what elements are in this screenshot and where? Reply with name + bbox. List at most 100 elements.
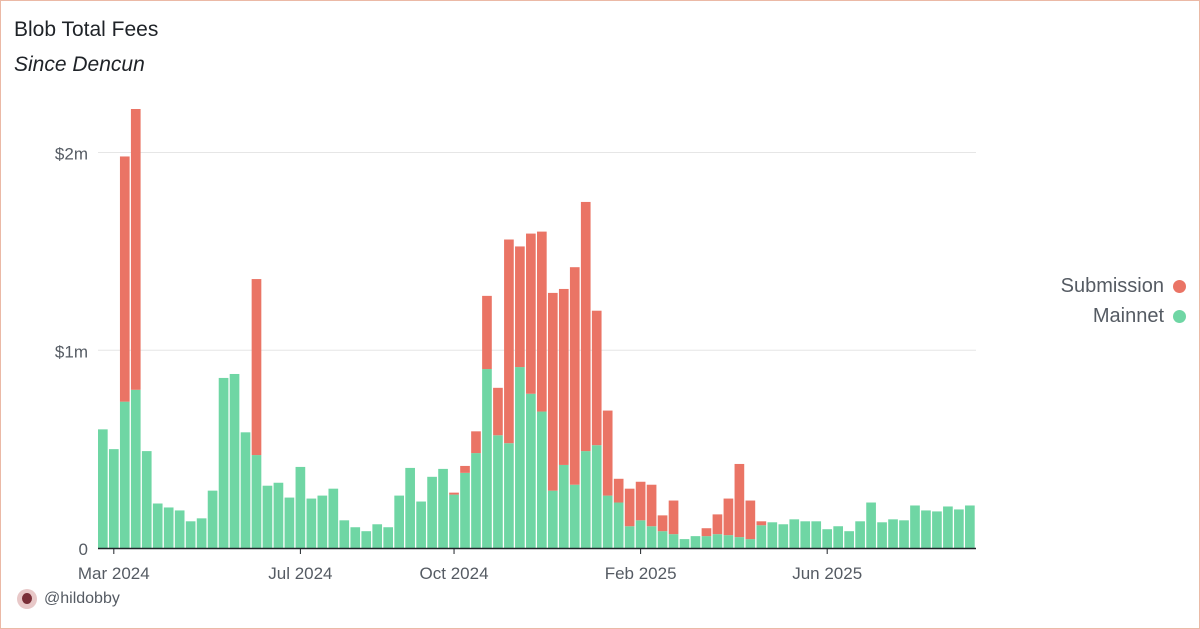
bar-mainnet [383, 527, 394, 548]
bar-mainnet [339, 520, 350, 548]
y-tick-label: 0 [79, 540, 88, 559]
bar-submission [580, 201, 591, 452]
bar-submission [745, 500, 756, 540]
x-tick-label: Oct 2024 [420, 564, 489, 583]
x-tick-label: Jul 2024 [268, 564, 332, 583]
bar-submission [723, 498, 734, 536]
bar-mainnet [427, 476, 437, 548]
bar-mainnet [558, 464, 569, 548]
bar-mainnet [943, 506, 953, 548]
author-handle[interactable]: @hildobby [44, 590, 120, 607]
bar-mainnet [482, 369, 492, 548]
bar-mainnet [251, 455, 262, 548]
bar-mainnet [361, 531, 372, 548]
legend-swatch-mainnet [1173, 309, 1186, 323]
bar-submission [668, 500, 679, 535]
bar-submission [657, 515, 668, 532]
bar-mainnet [965, 505, 975, 548]
bar-mainnet [537, 411, 547, 548]
bar-mainnet [218, 377, 229, 548]
y-tick-label: $1m [55, 342, 88, 361]
bar-submission [460, 465, 470, 473]
bar-mainnet [185, 521, 196, 548]
x-tick-label: Mar 2024 [78, 564, 150, 583]
bar-mainnet [515, 367, 525, 548]
bar-mainnet [866, 502, 876, 548]
bar-mainnet [899, 520, 909, 548]
bar-mainnet [778, 524, 789, 548]
chart-title: Blob Total Fees [14, 18, 159, 41]
bar-mainnet [668, 534, 679, 548]
bar-mainnet [328, 488, 339, 548]
bar-mainnet [504, 443, 514, 548]
bar-mainnet [877, 522, 887, 548]
bar-mainnet [954, 509, 964, 548]
bar-mainnet [580, 451, 591, 548]
bar-submission [119, 156, 130, 402]
bar-submission [526, 233, 536, 394]
bar-mainnet [701, 536, 712, 548]
bar-mainnet [163, 507, 174, 548]
bar-submission [734, 463, 745, 538]
bar-submission [569, 267, 580, 485]
bar-submission [547, 292, 558, 491]
bar-mainnet [888, 519, 898, 548]
bar-submission [602, 410, 613, 496]
bar-mainnet [723, 535, 734, 548]
bar-mainnet [657, 531, 668, 548]
bar-mainnet [844, 531, 854, 548]
bar-mainnet [471, 453, 481, 548]
bar-mainnet [119, 401, 130, 548]
bar-submission [591, 310, 602, 446]
bar-submission [504, 239, 514, 444]
bar-submission [558, 288, 569, 465]
bar-mainnet [262, 485, 273, 548]
bar-mainnet [449, 494, 459, 548]
bar-submission [515, 246, 525, 368]
bar-mainnet [602, 495, 613, 548]
bar-mainnet [910, 505, 920, 548]
bar-submission [712, 514, 723, 535]
legend-item-mainnet[interactable]: Mainnet [1041, 301, 1186, 331]
bar-mainnet [569, 484, 580, 548]
bar-mainnet [745, 539, 756, 548]
bar-mainnet [460, 472, 470, 548]
bar-mainnet [635, 520, 646, 548]
bar-mainnet [624, 526, 635, 548]
bar-mainnet [108, 449, 119, 548]
bar-mainnet [800, 521, 811, 548]
legend-item-submission[interactable]: Submission [1041, 271, 1186, 301]
bar-submission [537, 231, 547, 412]
bar-mainnet [591, 445, 602, 548]
bar-mainnet [207, 490, 218, 548]
bar-mainnet [273, 482, 284, 548]
bar-mainnet [679, 539, 690, 548]
bar-submission [471, 431, 481, 454]
bar-mainnet [526, 393, 536, 548]
bar-mainnet [152, 503, 163, 548]
bar-submission [493, 387, 503, 436]
bar-mainnet [789, 519, 800, 548]
bar-mainnet [547, 490, 558, 548]
bar-mainnet [405, 467, 415, 548]
bar-mainnet [229, 373, 240, 548]
bar-mainnet [932, 511, 942, 548]
bar-submission [613, 478, 624, 503]
bar-mainnet [306, 498, 317, 548]
bar-mainnet [394, 495, 404, 548]
bar-mainnet [921, 510, 931, 548]
x-tick-label: Feb 2025 [605, 564, 677, 583]
bar-mainnet [416, 501, 426, 548]
bar-submission [449, 492, 459, 495]
bar-mainnet [196, 518, 207, 548]
bar-mainnet [712, 534, 723, 548]
bar-mainnet [822, 529, 833, 548]
x-tick-label: Jun 2025 [792, 564, 862, 583]
bar-submission [251, 279, 262, 456]
y-tick-label: $2m [55, 145, 88, 164]
bar-mainnet [295, 466, 306, 548]
legend-label-submission: Submission [1060, 274, 1164, 297]
bar-mainnet [690, 536, 701, 548]
